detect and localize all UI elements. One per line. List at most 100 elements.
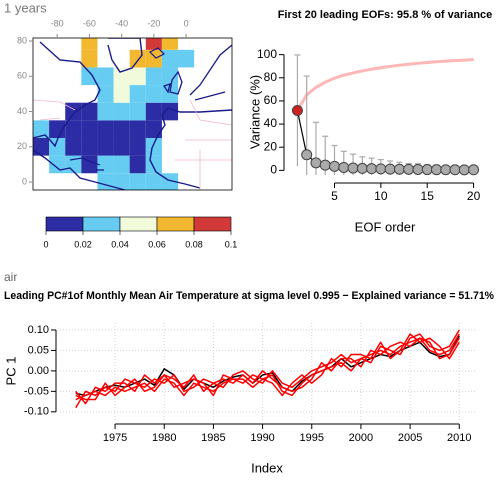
map-cell <box>113 137 130 156</box>
map-cell <box>145 102 162 121</box>
map-cell <box>129 67 146 86</box>
pc-y-label: PC 1 <box>3 357 18 386</box>
colorbar-tick-label: 0.08 <box>185 239 203 249</box>
map-cell <box>161 67 179 86</box>
y-tick-label: 40 <box>17 106 27 116</box>
x-tick-label: -80 <box>51 18 64 28</box>
map-cell <box>113 155 130 174</box>
map-cell <box>65 120 82 138</box>
colorbar-swatch <box>119 216 158 232</box>
y-tick-label: 20 <box>264 139 278 153</box>
variance-point <box>366 163 378 175</box>
map-cell <box>113 120 130 138</box>
pc-title: Leading PC#1of Monthly Mean Air Temperat… <box>4 290 494 302</box>
map-cell <box>81 120 98 138</box>
map-cell <box>97 155 114 174</box>
coast-greenland <box>107 38 143 73</box>
y-tick-label: 0 <box>22 176 27 186</box>
variance-point <box>329 160 341 172</box>
eof-x-label: EOF order <box>355 219 416 234</box>
coast-south-america <box>33 149 126 190</box>
map-cell <box>65 137 82 156</box>
coast-caribbean <box>69 157 104 171</box>
pc-lines <box>75 329 460 409</box>
x-tick-label: 1975 <box>103 432 127 444</box>
map-cell <box>113 67 130 86</box>
map-cell <box>81 38 98 50</box>
y-tick-label: 60 <box>264 93 278 107</box>
colorbar-tick-label: 0.06 <box>148 239 166 249</box>
map-cell <box>97 67 114 86</box>
y-tick-label: 0.05 <box>28 344 49 356</box>
map-cell <box>161 102 179 121</box>
variance-point <box>421 164 433 176</box>
variance-point <box>449 164 461 176</box>
map-cell <box>129 155 146 174</box>
coastlines <box>33 38 232 190</box>
colorbar-tick-label: 0 <box>43 239 48 249</box>
x-tick-label: 2010 <box>447 432 471 444</box>
map-cell <box>49 137 66 156</box>
variance-point <box>347 162 359 174</box>
pc-line <box>75 329 460 405</box>
x-tick-label: 2000 <box>349 432 373 444</box>
colorbar-swatch <box>193 216 232 232</box>
x-tick-label: 1980 <box>152 432 176 444</box>
y-tick-label: 0 <box>270 163 277 177</box>
y-tick-label: 60 <box>17 71 27 81</box>
x-tick-label: 15 <box>421 189 435 203</box>
variance-point <box>301 149 313 161</box>
map-cell <box>97 120 114 138</box>
map-title: 1 years <box>4 0 47 15</box>
variance-point <box>310 157 322 169</box>
map-cell <box>49 120 66 138</box>
map-cell <box>33 137 50 156</box>
map-cell <box>97 102 114 121</box>
map-cell <box>161 173 179 190</box>
map-cell <box>65 102 82 121</box>
variance-point <box>291 105 303 117</box>
colorbar-swatch <box>45 216 84 232</box>
x-tick-label: -60 <box>83 18 96 28</box>
eof-y-label: Variance (%) <box>247 75 262 149</box>
coast-british-isles <box>162 70 183 95</box>
map-cell <box>161 49 179 68</box>
map-cell <box>145 67 162 86</box>
coast-scandinavia <box>189 44 232 101</box>
cumulative-line <box>296 57 474 112</box>
map-cell <box>145 85 162 103</box>
x-tick-label: -40 <box>115 18 128 28</box>
variance-point <box>356 162 368 174</box>
pc-subtitle: air <box>4 270 17 284</box>
y-tick-label: 40 <box>264 116 278 130</box>
colorbar-swatch <box>156 216 195 232</box>
x-tick-label: 1995 <box>300 432 324 444</box>
map-cell <box>81 137 98 156</box>
variance-point <box>458 164 470 176</box>
map-cell <box>81 67 98 86</box>
y-tick-label: 80 <box>264 70 278 84</box>
y-tick-label: -0.10 <box>24 406 49 418</box>
variance-point <box>403 163 415 175</box>
map-cell <box>145 49 162 68</box>
map-cell <box>81 102 98 121</box>
pc-x-label: Index <box>251 460 283 475</box>
map-cell <box>129 102 146 121</box>
variance-point <box>319 159 331 171</box>
map-cell <box>129 85 146 103</box>
colorbar-tick-label: 0.04 <box>111 239 129 249</box>
x-tick-label: -20 <box>147 18 160 28</box>
variance-point <box>393 163 405 175</box>
variance-point <box>430 164 442 176</box>
map-cell <box>81 155 98 174</box>
y-tick-label: -0.05 <box>24 385 49 397</box>
x-tick-label: 1985 <box>201 432 225 444</box>
x-tick-label: 0 <box>184 18 189 28</box>
map-cell <box>129 173 146 190</box>
colorbar-tick-label: 0.1 <box>225 239 238 249</box>
coast-iceland <box>148 47 166 59</box>
map-cell <box>113 85 130 103</box>
map-cell <box>113 102 130 121</box>
